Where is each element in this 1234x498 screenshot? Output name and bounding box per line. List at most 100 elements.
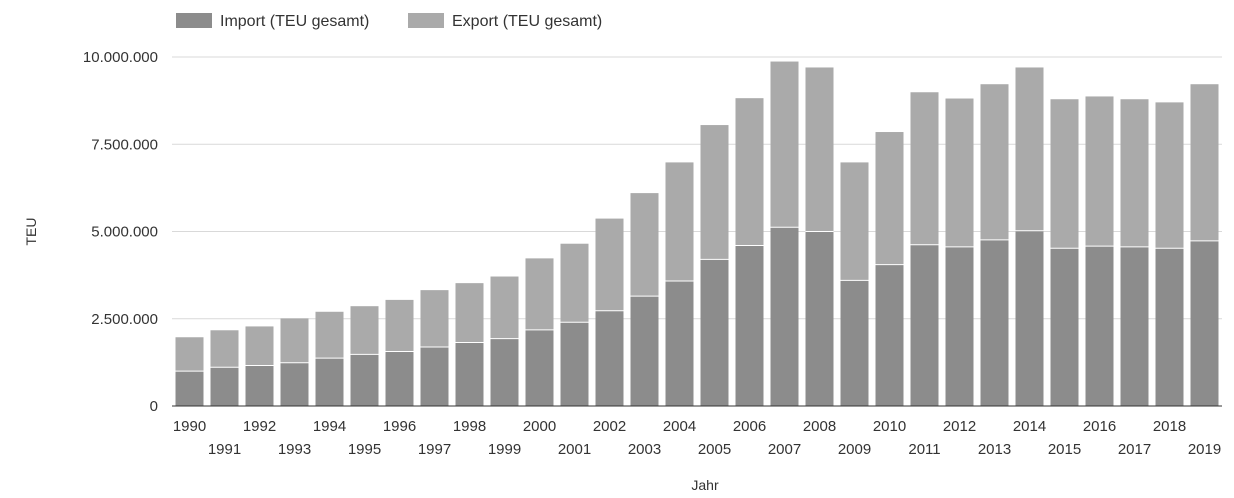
bar-segment-export[interactable] [1085,96,1114,247]
x-axis-ticks: 1990199119921993199419951996199719981999… [173,418,1221,458]
bar-segment-export[interactable] [1120,99,1149,247]
x-axis-title: Jahr [691,477,719,493]
bar-segment-import[interactable] [490,338,519,406]
y-tick-label: 2.500.000 [91,311,158,328]
bar-segment-import[interactable] [455,342,484,406]
y-tick-label: 5.000.000 [91,224,158,241]
x-tick-label: 1991 [208,441,241,458]
bar-segment-import[interactable] [1120,246,1149,406]
bar-segment-import[interactable] [875,264,904,406]
x-tick-label: 1990 [173,418,206,435]
bar-segment-export[interactable] [770,61,799,228]
bar-segment-import[interactable] [350,354,379,406]
bars [175,61,1219,407]
bar-segment-import[interactable] [700,259,729,406]
bar-segment-export[interactable] [1050,99,1079,249]
chart-legend: Import (TEU gesamt) Export (TEU gesamt) [176,13,602,30]
bar-segment-import[interactable] [210,367,239,406]
x-tick-label: 2003 [628,441,661,458]
bar-segment-export[interactable] [1015,67,1044,231]
bar-segment-export[interactable] [525,258,554,330]
bar-segment-export[interactable] [910,92,939,245]
bar-segment-import[interactable] [630,296,659,406]
x-tick-label: 2012 [943,418,976,435]
bar-segment-export[interactable] [280,318,309,363]
x-tick-label: 2018 [1153,418,1186,435]
y-tick-label: 7.500.000 [91,136,158,153]
bar-segment-import[interactable] [1190,240,1219,406]
x-tick-label: 2016 [1083,418,1116,435]
bar-segment-export[interactable] [350,306,379,355]
x-tick-label: 1994 [313,418,346,435]
bar-segment-export[interactable] [560,243,589,323]
bar-segment-export[interactable] [980,84,1009,240]
x-tick-label: 1996 [383,418,416,435]
bar-segment-import[interactable] [245,365,274,406]
y-tick-label: 10.000.000 [83,49,158,66]
bar-segment-export[interactable] [665,162,694,282]
legend-label-import: Import (TEU gesamt) [220,13,369,30]
bar-segment-export[interactable] [595,218,624,311]
bar-segment-export[interactable] [455,283,484,343]
gridlines [172,56,1222,320]
bar-segment-export[interactable] [945,98,974,247]
bar-segment-export[interactable] [175,337,204,372]
bar-segment-import[interactable] [805,231,834,407]
x-tick-label: 2004 [663,418,696,435]
x-tick-label: 1995 [348,441,381,458]
bar-segment-import[interactable] [665,281,694,406]
bar-segment-export[interactable] [490,276,519,339]
bar-segment-import[interactable] [385,351,414,406]
bar-segment-export[interactable] [315,311,344,359]
bar-segment-import[interactable] [945,246,974,406]
bar-segment-export[interactable] [210,330,239,368]
bar-segment-export[interactable] [1155,102,1184,249]
bar-segment-import[interactable] [1155,248,1184,406]
bar-segment-export[interactable] [805,67,834,232]
x-tick-label: 2000 [523,418,556,435]
x-tick-label: 2019 [1188,441,1221,458]
bar-segment-import[interactable] [595,310,624,406]
bar-segment-export[interactable] [735,98,764,246]
x-tick-label: 2011 [908,441,940,458]
bar-segment-export[interactable] [420,290,449,348]
x-tick-label: 2001 [558,441,591,458]
bar-segment-import[interactable] [770,227,799,406]
x-tick-label: 2007 [768,441,801,458]
x-tick-label: 2005 [698,441,731,458]
y-axis-ticks: 0 2.500.000 5.000.000 7.500.000 10.000.000 [83,49,158,415]
x-tick-label: 2002 [593,418,626,435]
bar-segment-import[interactable] [980,239,1009,406]
bar-segment-import[interactable] [910,244,939,406]
x-tick-label: 2014 [1013,418,1046,435]
bar-segment-import[interactable] [840,280,869,406]
x-tick-label: 1998 [453,418,486,435]
bar-segment-import[interactable] [560,322,589,406]
bar-segment-export[interactable] [700,125,729,260]
x-tick-label: 2009 [838,441,871,458]
x-tick-label: 1997 [418,441,451,458]
x-tick-label: 1992 [243,418,276,435]
bar-segment-import[interactable] [1050,248,1079,406]
legend-swatch-import [176,13,212,28]
legend-item-export[interactable]: Export (TEU gesamt) [408,13,602,30]
y-axis-title: TEU [23,218,39,246]
x-tick-label: 1999 [488,441,521,458]
legend-item-import[interactable]: Import (TEU gesamt) [176,13,369,30]
bar-segment-export[interactable] [630,193,659,297]
bar-segment-import[interactable] [735,245,764,406]
bar-segment-export[interactable] [840,162,869,281]
bar-segment-export[interactable] [245,326,274,366]
bar-segment-import[interactable] [175,371,204,406]
legend-swatch-export [408,13,444,28]
bar-segment-export[interactable] [1190,84,1219,241]
bar-segment-import[interactable] [420,347,449,406]
bar-segment-export[interactable] [875,132,904,265]
bar-segment-import[interactable] [280,362,309,406]
bar-segment-import[interactable] [315,358,344,406]
bar-segment-import[interactable] [1085,246,1114,406]
bar-segment-import[interactable] [1015,230,1044,406]
bar-segment-import[interactable] [525,329,554,406]
y-tick-label: 0 [150,398,158,415]
bar-segment-export[interactable] [385,299,414,352]
